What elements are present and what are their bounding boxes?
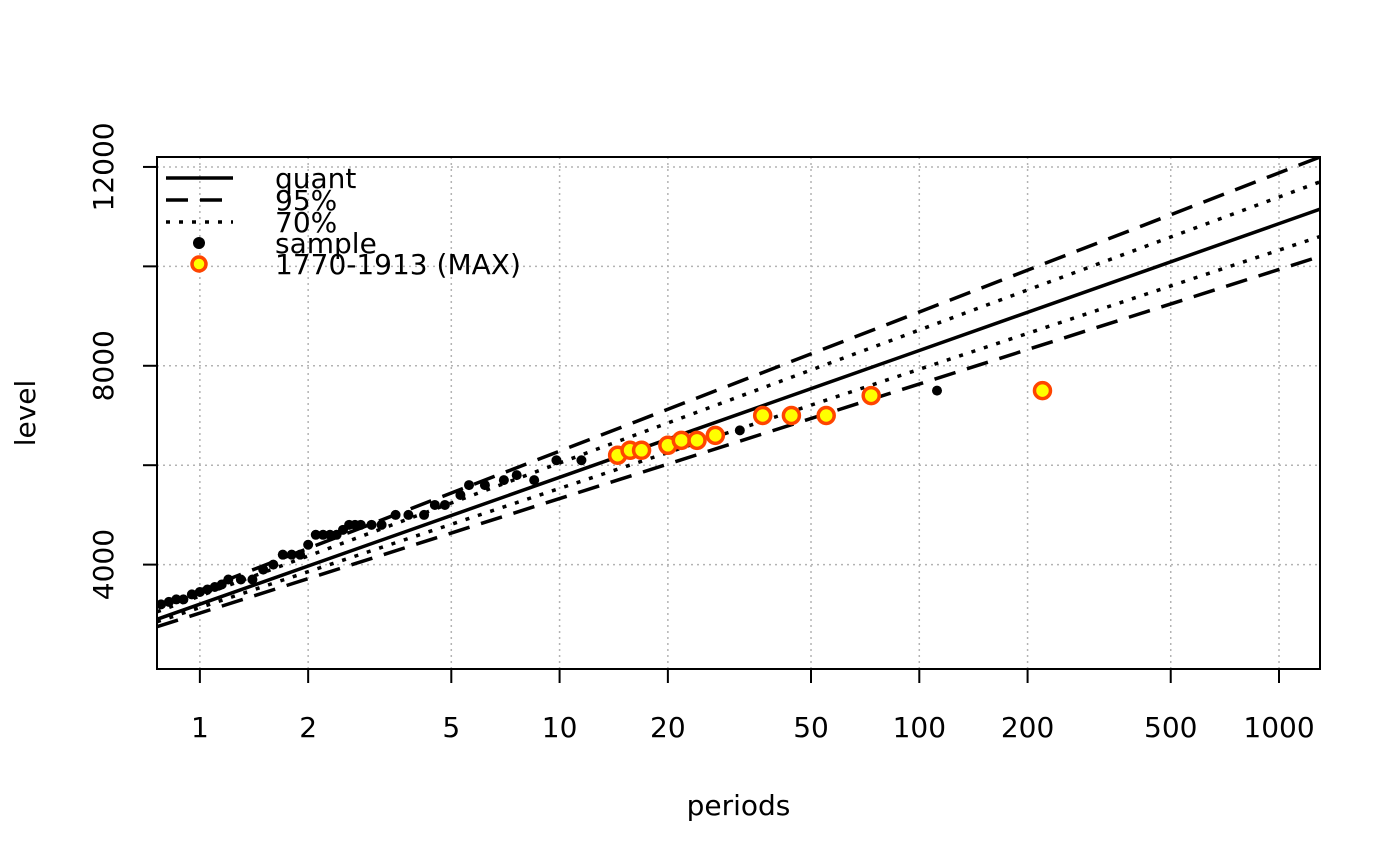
sample-point [303,539,314,550]
sample-point [498,475,509,486]
series-line-dashed [157,254,1320,629]
sample-point [286,549,297,560]
sample-point [258,564,269,575]
sample-point [194,586,205,597]
legend-label: quant [275,162,356,195]
sample-point [318,529,329,540]
sample-point [403,509,414,520]
max-point [705,425,726,446]
max-point [752,405,773,426]
sample-point [247,574,258,585]
x-axis: 1 2 5 10 20 50 100 200 500 1000 [191,669,1315,744]
grid-layer [157,157,1320,669]
sample-point [355,519,366,530]
x-tick-label: 100 [893,711,946,744]
sample-point [223,574,234,585]
legend-marker-max [190,255,208,273]
x-tick-label: 2 [299,711,317,744]
y-axis-label: level [9,380,42,447]
max-point [631,440,652,461]
sample-point [439,499,450,510]
sample-point [171,594,182,605]
legend-label: 95% [275,184,337,217]
x-tick-label: 200 [1001,711,1054,744]
y-tick-label: 4000 [87,529,120,600]
max-point [1032,380,1053,401]
x-axis-label: periods [687,789,791,822]
x-tick-label: 500 [1144,711,1197,744]
y-tick-label: 12000 [87,122,120,211]
sample-point [529,475,540,486]
sample-point [295,549,306,560]
sample-point [186,589,197,600]
sample-point [156,599,167,610]
max-point [861,385,881,406]
sample-point [551,455,562,466]
max-point [671,430,692,451]
sample-point [429,499,440,510]
sample-point [464,480,475,491]
y-tick-label: 8000 [87,330,120,401]
legend-label: 1770-1913 (MAX) [275,248,521,281]
sample-point [178,594,189,605]
sample-point [479,480,490,491]
x-tick-label: 10 [542,711,578,744]
sample-point [455,490,466,501]
points-layer [156,380,1053,610]
legend-marker-sample [193,237,205,249]
x-tick-label: 5 [442,711,460,744]
series-line-dashed [157,157,1320,609]
sample-point [419,509,430,520]
x-tick-label: 1 [191,711,209,744]
legend-label: 70% [275,206,337,239]
sample-point [390,509,401,520]
sample-point [376,519,387,530]
sample-point [576,455,587,466]
plot-frame [156,156,1321,670]
legend-label: sample [275,227,377,260]
sample-point [734,425,745,436]
x-tick-label: 20 [650,711,686,744]
sample-point [310,529,321,540]
y-axis: 4000 8000 12000 [87,122,157,600]
sample-point [366,519,377,530]
sample-point [511,470,522,481]
x-tick-label: 1000 [1243,711,1314,744]
x-tick-label: 50 [793,711,829,744]
series-line-solid [157,207,1320,621]
sample-point [932,385,943,396]
max-point [687,430,707,451]
sample-point [235,574,246,585]
max-point [816,405,836,426]
max-point [781,405,802,426]
sample-point [268,559,279,570]
sample-point [277,549,288,560]
